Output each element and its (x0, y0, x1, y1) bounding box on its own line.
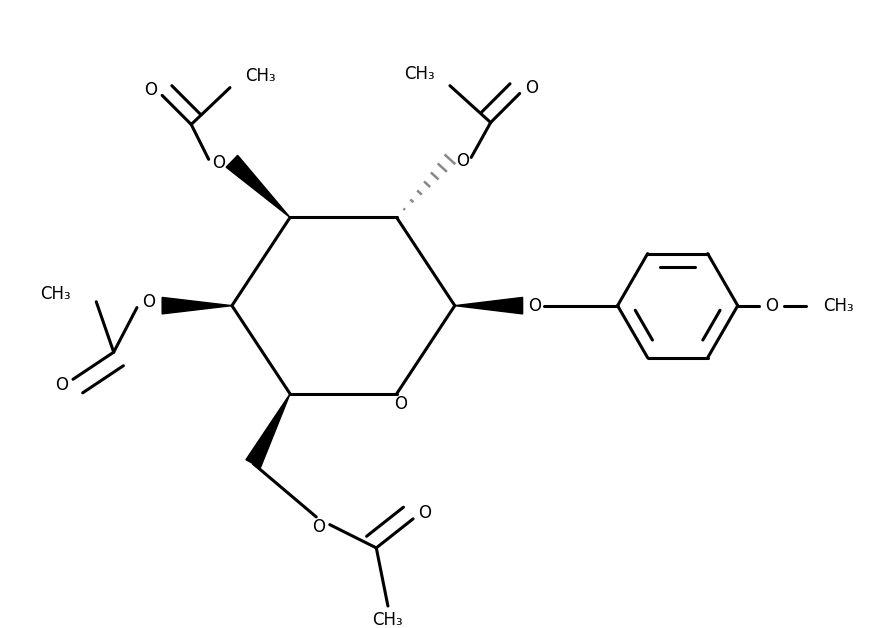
Text: O: O (525, 78, 538, 97)
Polygon shape (226, 155, 290, 217)
Text: O: O (418, 504, 431, 522)
Text: CH₃: CH₃ (40, 285, 71, 303)
Text: CH₃: CH₃ (823, 296, 854, 315)
Text: O: O (144, 80, 157, 99)
Polygon shape (246, 394, 290, 467)
Polygon shape (455, 298, 522, 314)
Text: CH₃: CH₃ (246, 67, 276, 85)
Text: CH₃: CH₃ (373, 610, 403, 628)
Text: O: O (528, 296, 541, 315)
Text: O: O (394, 394, 407, 413)
Polygon shape (162, 298, 232, 314)
Text: O: O (55, 376, 68, 394)
Text: CH₃: CH₃ (404, 65, 435, 83)
Text: O: O (142, 293, 155, 311)
Text: O: O (312, 517, 324, 536)
Text: O: O (211, 154, 225, 172)
Text: O: O (765, 296, 778, 315)
Text: O: O (456, 152, 469, 170)
